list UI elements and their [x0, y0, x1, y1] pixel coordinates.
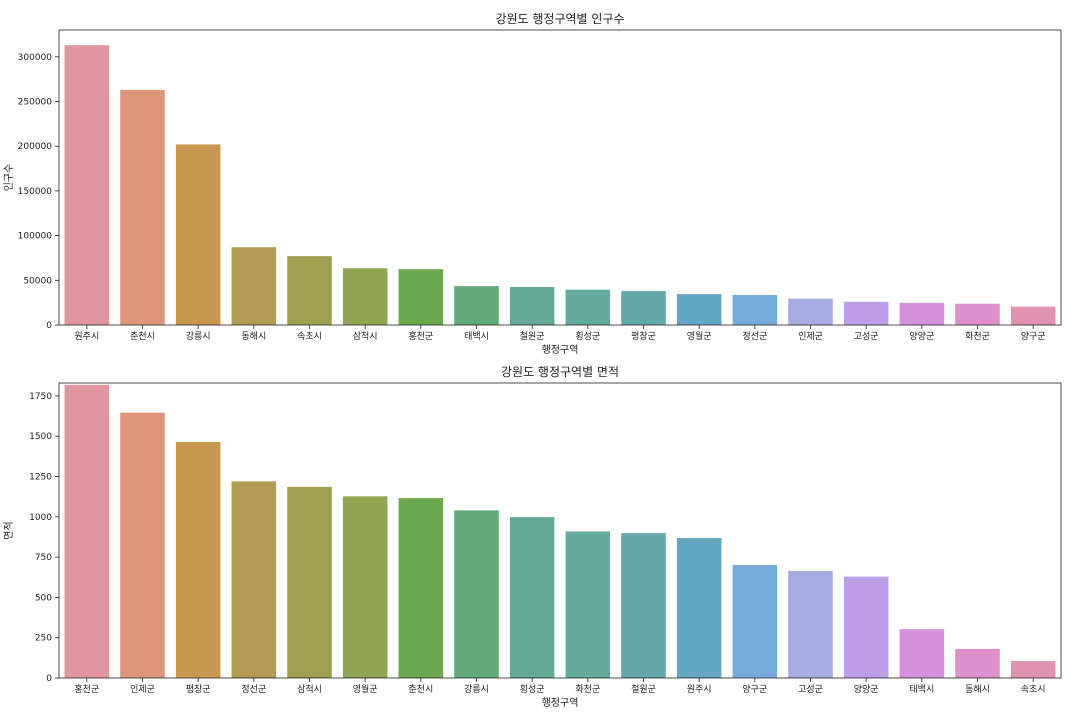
y-tick-label: 1000: [29, 513, 52, 523]
x-tick-label: 속초시: [297, 331, 322, 342]
bar-강릉시: [175, 144, 221, 325]
bar-홍천군: [64, 384, 110, 678]
bar-인제군: [788, 298, 833, 325]
bar-인제군: [120, 412, 165, 678]
x-tick-label: 삼척시: [297, 684, 322, 695]
x-tick-label: 평창군: [186, 684, 211, 695]
x-tick-label: 인제군: [130, 684, 155, 695]
y-tick-label: 1750: [29, 392, 52, 402]
y-tick-label: 1500: [29, 432, 52, 442]
bar-춘천시: [398, 498, 444, 678]
bar-영월군: [342, 496, 388, 678]
y-tick-label: 250000: [18, 98, 53, 108]
x-axis-label: 행정구역: [542, 344, 579, 356]
bar-횡성군: [565, 289, 611, 325]
x-tick-label: 속초시: [1021, 684, 1046, 695]
y-tick-label: 0: [46, 674, 52, 684]
bar-고성군: [843, 301, 889, 325]
bar-화천군: [955, 303, 1000, 325]
x-tick-label: 양구군: [742, 684, 767, 695]
x-tick-label: 태백시: [464, 331, 489, 342]
bar-양구군: [1010, 306, 1056, 325]
bar-철원군: [621, 533, 666, 678]
x-tick-label: 영월군: [687, 330, 712, 342]
x-tick-label: 정선군: [742, 331, 767, 342]
bar-고성군: [788, 570, 833, 678]
x-tick-label: 강릉시: [186, 331, 211, 342]
bar-양구군: [732, 564, 778, 678]
chart-title: 강원도 행정구역별 인구수: [495, 11, 624, 26]
x-tick-label: 철원군: [520, 331, 545, 342]
x-tick-label: 춘천시: [130, 331, 155, 342]
x-tick-label: 동해시: [241, 331, 266, 342]
bar-양양군: [899, 302, 945, 325]
bar-태백시: [899, 629, 945, 678]
y-tick-label: 750: [35, 553, 52, 563]
plot-frame: [58, 29, 1062, 326]
bar-동해시: [231, 247, 277, 325]
x-tick-label: 양양군: [854, 684, 879, 695]
bar-홍천군: [398, 269, 444, 325]
y-axis-label: 면적: [3, 521, 15, 539]
x-tick-label: 홍천군: [74, 683, 99, 695]
bar-화천군: [565, 531, 611, 678]
bar-원주시: [64, 45, 110, 326]
x-tick-label: 고성군: [798, 684, 823, 695]
bar-원주시: [676, 538, 722, 678]
x-tick-label: 강릉시: [464, 684, 489, 695]
x-tick-label: 춘천시: [408, 684, 433, 695]
x-tick-label: 동해시: [965, 684, 990, 695]
bar-속초시: [287, 256, 332, 325]
y-tick-label: 100000: [18, 232, 53, 242]
x-tick-label: 횡성군: [520, 683, 545, 695]
bar-철원군: [509, 287, 555, 325]
bar-정선군: [732, 295, 778, 325]
bar-동해시: [955, 648, 1000, 678]
x-tick-label: 양구군: [1021, 331, 1046, 342]
bar-평창군: [621, 291, 666, 325]
bar-강릉시: [454, 510, 499, 678]
chart-panel-2: 강원도 행정구역별 면적 0 250 500 750 1000 1250 1500 1750 홍천…: [3, 364, 1062, 709]
x-tick-label: 정선군: [241, 684, 266, 695]
bar-평창군: [175, 442, 221, 678]
y-axis-label: 인구수: [3, 164, 15, 192]
y-tick-label: 1250: [29, 472, 52, 482]
x-tick-label: 철원군: [631, 684, 656, 695]
chart-panel-1: 강원도 행정구역별 인구수 0 50000 100000 150000 200000 250…: [3, 11, 1062, 356]
x-tick-label: 원주시: [74, 331, 99, 342]
y-tick-label: 250: [35, 634, 52, 644]
y-tick-label: 0: [46, 321, 52, 331]
x-axis-label: 행정구역: [542, 697, 579, 709]
x-tick-label: 원주시: [687, 684, 712, 695]
x-tick-label: 홍천군: [408, 330, 433, 342]
x-tick-label: 횡성군: [575, 330, 600, 342]
bar-삼척시: [287, 486, 332, 678]
bar-삼척시: [342, 268, 388, 325]
y-tick-label: 500: [35, 593, 52, 603]
bar-영월군: [676, 294, 722, 325]
y-tick-label: 50000: [23, 276, 52, 286]
x-tick-label: 고성군: [854, 331, 879, 342]
bar-횡성군: [509, 517, 555, 678]
bar-양양군: [843, 576, 889, 678]
bar-춘천시: [120, 89, 165, 325]
x-tick-label: 양양군: [909, 331, 934, 342]
y-tick-label: 150000: [18, 187, 53, 197]
x-tick-label: 화천군: [575, 684, 600, 695]
x-tick-label: 평창군: [631, 331, 656, 342]
plot-frame: [58, 382, 1062, 679]
x-tick-label: 삼척시: [353, 331, 378, 342]
x-tick-label: 인제군: [798, 331, 823, 342]
bar-태백시: [454, 286, 499, 325]
chart-title: 강원도 행정구역별 면적: [501, 364, 619, 379]
x-tick-label: 태백시: [909, 684, 934, 695]
y-tick-label: 300000: [18, 53, 53, 63]
bar-속초시: [1010, 661, 1056, 678]
x-tick-label: 화천군: [965, 331, 990, 342]
y-tick-label: 200000: [18, 142, 53, 152]
x-tick-label: 영월군: [353, 683, 378, 695]
bar-정선군: [231, 481, 277, 678]
